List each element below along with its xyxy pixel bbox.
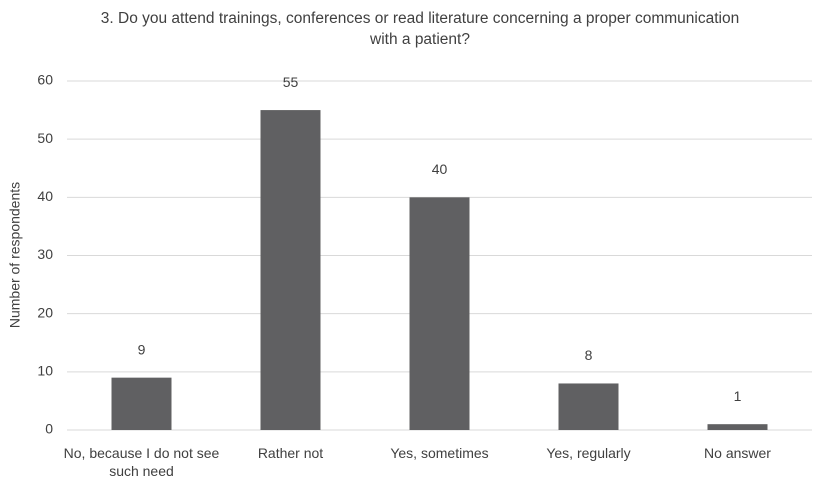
data-label: 40 <box>432 161 448 177</box>
x-tick-label: Rather not <box>257 445 324 461</box>
bar <box>111 377 172 430</box>
data-label: 55 <box>283 74 299 90</box>
y-tick-label: 10 <box>37 363 53 379</box>
bar <box>409 197 470 430</box>
y-axis-label: Number of respondents <box>7 182 23 328</box>
x-tick-label: No, because I do not see such need <box>63 445 220 479</box>
data-label: 1 <box>734 388 742 404</box>
y-tick-label: 50 <box>37 130 53 146</box>
bar <box>558 383 619 430</box>
y-tick-label: 40 <box>37 188 53 204</box>
data-label: 8 <box>585 347 593 363</box>
data-label: 9 <box>138 341 146 357</box>
y-tick-label: 30 <box>37 246 53 262</box>
y-tick-label: 0 <box>45 421 53 437</box>
bar <box>707 424 768 430</box>
y-tick-label: 20 <box>37 304 53 320</box>
x-tick-label: Yes, sometimes <box>390 445 489 461</box>
y-tick-label: 60 <box>37 72 53 88</box>
bar <box>260 110 321 430</box>
chart-title: 3. Do you attend trainings, conferences … <box>100 10 740 48</box>
x-tick-label: No answer <box>704 445 771 461</box>
x-tick-label: Yes, regularly <box>546 445 631 461</box>
